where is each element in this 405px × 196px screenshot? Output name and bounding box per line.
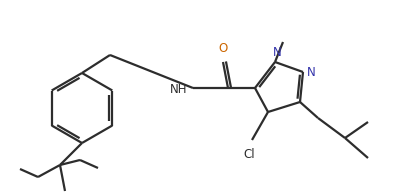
- Text: Cl: Cl: [243, 148, 255, 161]
- Text: N: N: [307, 65, 315, 79]
- Text: O: O: [218, 42, 228, 55]
- Text: NH: NH: [170, 83, 187, 95]
- Text: N: N: [273, 46, 281, 59]
